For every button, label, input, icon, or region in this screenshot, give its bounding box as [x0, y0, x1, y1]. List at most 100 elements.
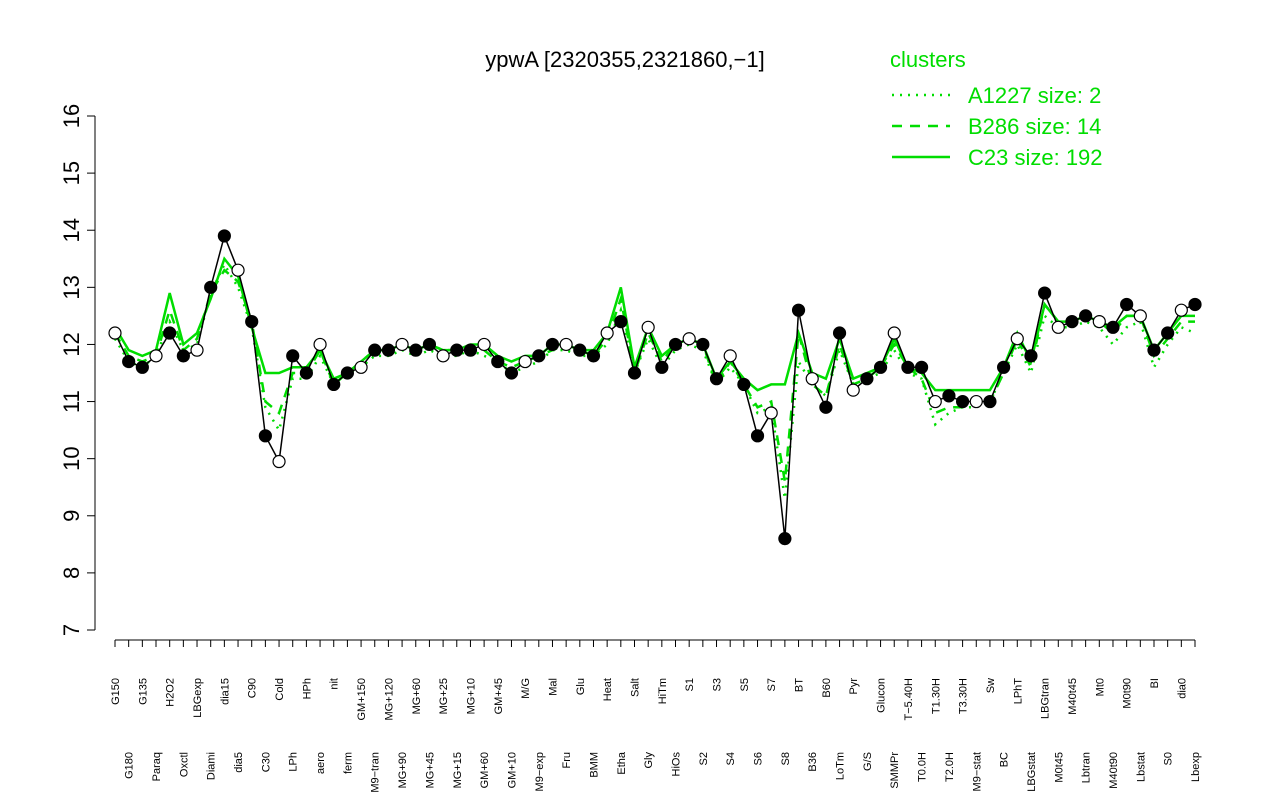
x-tick-label: T−5.40H	[903, 678, 915, 721]
legend-label: C23 size: 192	[968, 145, 1103, 170]
x-tick-label: LPh	[288, 752, 300, 772]
point	[805, 372, 819, 386]
point	[217, 229, 231, 243]
point	[272, 454, 286, 469]
x-tick-label: BT	[794, 678, 806, 692]
point	[1065, 315, 1079, 329]
point	[1051, 320, 1065, 334]
x-tick-label: Lbexp	[1190, 752, 1202, 782]
x-tick-label: M0t45	[1053, 752, 1065, 783]
point	[190, 343, 204, 357]
point	[860, 372, 874, 386]
x-tick-label: Pyr	[848, 678, 860, 695]
series-line	[113, 261, 1196, 499]
point	[559, 337, 573, 352]
x-tick-label: aero	[315, 752, 327, 774]
point	[573, 343, 587, 357]
point	[463, 343, 478, 357]
point	[504, 366, 519, 380]
x-tick-label: S3	[712, 678, 724, 691]
x-tick-label: SMMPr	[889, 752, 901, 789]
x-tick-label: M40t45	[1067, 678, 1079, 715]
x-tick-label: BMM	[588, 752, 600, 778]
point	[696, 337, 710, 352]
x-tick-label: MG+90	[397, 752, 409, 788]
x-tick-label: Mal	[547, 678, 559, 696]
point	[832, 326, 847, 340]
x-tick-label: MG+25	[438, 678, 450, 714]
x-tick-label: LBGexp	[192, 678, 204, 718]
y-tick-label: 14	[59, 218, 84, 242]
point	[122, 354, 136, 369]
x-tick-label: B36	[807, 752, 819, 772]
y-tick-label: 15	[59, 161, 84, 185]
x-tick-label: BC	[999, 752, 1011, 767]
point	[764, 406, 778, 420]
point	[1147, 343, 1161, 357]
point	[682, 332, 696, 346]
x-tick-label: M9−stat	[971, 752, 983, 791]
y-tick-label: 7	[59, 624, 84, 636]
x-tick-label: S7	[766, 678, 778, 691]
x-tick-label: dia5	[233, 752, 245, 773]
point	[600, 326, 614, 340]
x-tick-label: Fru	[561, 752, 573, 769]
point	[641, 320, 655, 334]
y-tick-label: 13	[59, 275, 84, 299]
point	[1092, 315, 1106, 329]
point	[778, 532, 792, 546]
x-tick-label: Glu	[575, 678, 587, 695]
point	[901, 360, 915, 374]
x-tick-label: ferm	[342, 752, 354, 774]
point	[1079, 309, 1093, 323]
x-tick-label: MG+45	[424, 752, 436, 788]
point	[737, 377, 751, 392]
point	[997, 360, 1011, 374]
x-tick-label: Paraq	[151, 752, 163, 781]
point	[340, 366, 355, 380]
x-tick-label: T0.0H	[917, 752, 929, 782]
y-tick-label: 12	[59, 332, 84, 356]
x-tick-label: S0	[1163, 752, 1175, 765]
x-tick-label: MG+15	[452, 752, 464, 788]
legend-label: A1227 size: 2	[968, 83, 1101, 108]
x-tick-label: Diami	[206, 752, 218, 780]
point	[545, 337, 560, 352]
series-line	[113, 268, 1195, 482]
point	[477, 337, 491, 352]
x-tick-label: S6	[753, 752, 765, 765]
x-tick-label: T3.30H	[958, 678, 970, 714]
point	[983, 394, 997, 409]
x-tick-label: BI	[1149, 678, 1161, 688]
point	[614, 315, 628, 329]
point	[955, 394, 970, 409]
point	[176, 349, 190, 363]
x-tick-label: Mt0	[1094, 678, 1106, 696]
x-tick-label: HiTm	[657, 678, 669, 704]
x-tick-label: LBGstat	[1026, 752, 1038, 792]
point	[299, 366, 313, 380]
x-tick-label: M/G	[520, 678, 532, 699]
point	[969, 394, 983, 409]
point	[887, 326, 901, 340]
point	[395, 337, 409, 352]
y-tick-label: 10	[59, 446, 84, 470]
x-tick-label: GM+60	[479, 752, 491, 788]
x-tick-label: dia15	[219, 678, 231, 705]
point	[791, 303, 806, 317]
series-line	[113, 256, 1195, 392]
point	[135, 360, 149, 374]
x-tick-label: HPh	[301, 678, 313, 699]
x-tick-label: Heat	[602, 678, 614, 701]
point	[1161, 326, 1175, 340]
point	[491, 354, 505, 369]
point	[1133, 309, 1147, 323]
x-tick-label: Etha	[616, 751, 628, 775]
x-tick-label: C90	[247, 678, 259, 698]
x-tick-label: T1.30H	[930, 678, 942, 714]
x-tick-label: S5	[739, 678, 751, 691]
point	[532, 349, 546, 363]
x-tick-label: Glucon	[876, 678, 888, 713]
point	[1188, 297, 1202, 312]
